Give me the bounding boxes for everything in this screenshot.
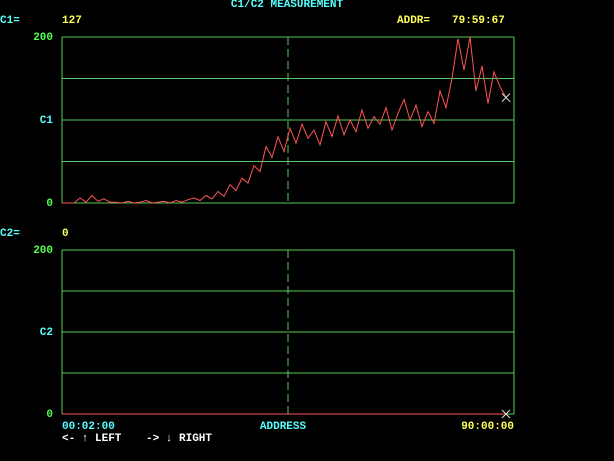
y-tick-label: 200 — [33, 245, 53, 257]
x-axis-label: ADDRESS — [260, 421, 307, 433]
y-tick-label: C2 — [40, 327, 53, 339]
cursor-marker — [501, 93, 511, 102]
trace — [62, 36, 507, 204]
readout-value: 0 — [62, 228, 69, 240]
y-tick-label: 200 — [33, 32, 53, 44]
readout-label: C2= — [0, 228, 20, 240]
title: C1/C2 MEASUREMENT — [231, 0, 344, 11]
y-tick-label: 0 — [46, 198, 53, 210]
readout-value: 127 — [62, 15, 82, 27]
footer-left: <- ↑ LEFT — [62, 433, 122, 445]
footer-right: -> ↓ RIGHT — [146, 433, 212, 445]
x-end: 90:00:00 — [461, 421, 514, 433]
y-tick-label: 0 — [46, 409, 53, 421]
addr-label: ADDR= — [397, 15, 430, 27]
y-tick-label: C1 — [40, 115, 54, 127]
cursor-marker — [501, 409, 511, 419]
readout-label: C1= — [0, 15, 20, 27]
x-start: 00:02:00 — [62, 421, 115, 433]
addr-value: 79:59:67 — [452, 15, 505, 27]
